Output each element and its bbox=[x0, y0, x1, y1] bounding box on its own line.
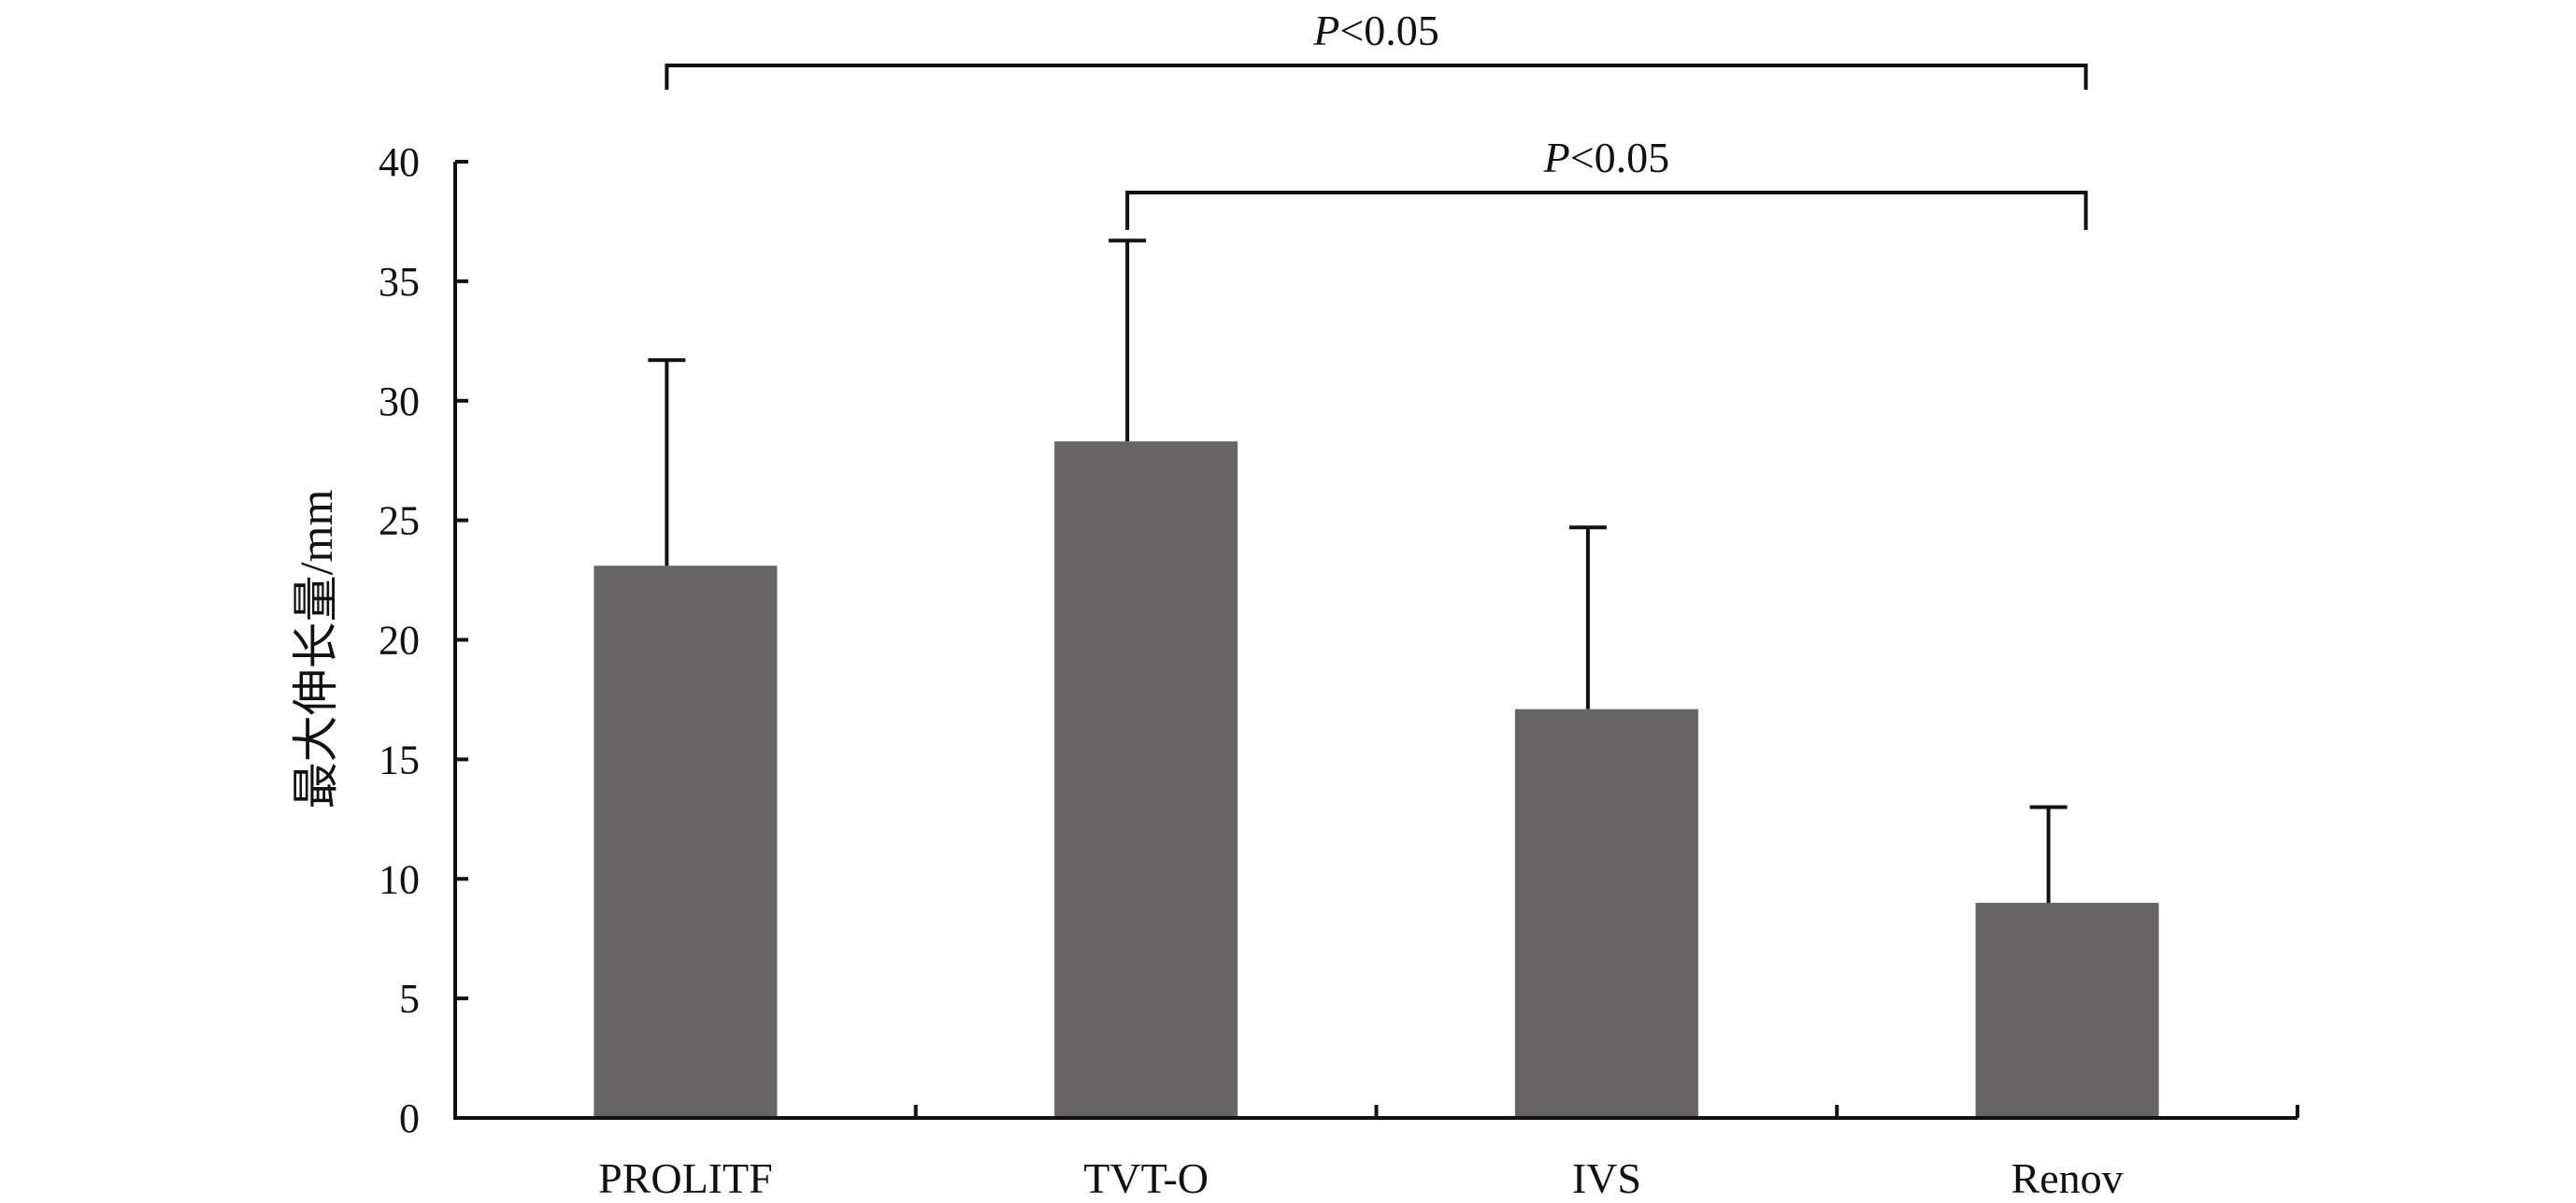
y-tick-label-20: 20 bbox=[379, 618, 420, 664]
significance-label-1: P<0.05 bbox=[1312, 7, 1439, 54]
y-tick-label-15: 15 bbox=[379, 737, 420, 782]
bar-prolitf bbox=[594, 566, 778, 1118]
significance-p-value: <0.05 bbox=[1570, 134, 1669, 181]
x-tick-label-renov: Renov bbox=[2011, 1154, 2124, 1202]
significance-bracket-1 bbox=[665, 64, 2088, 90]
y-tick-label-35: 35 bbox=[379, 259, 420, 305]
x-tick-label-ivs: IVS bbox=[1572, 1154, 1641, 1202]
x-tick-label-tvt-o: TVT-O bbox=[1083, 1154, 1209, 1202]
y-axis-label: 最大伸长量/mm bbox=[290, 490, 342, 809]
y-tick-label-5: 5 bbox=[399, 976, 420, 1022]
significance-label-2: P<0.05 bbox=[1543, 134, 1670, 181]
bar-tvt-o bbox=[1054, 441, 1238, 1118]
significance-p-symbol: P bbox=[1543, 134, 1570, 181]
y-tick-label-25: 25 bbox=[379, 498, 420, 544]
y-tick-label-0: 0 bbox=[399, 1096, 420, 1141]
significance-p-value: <0.05 bbox=[1339, 7, 1438, 54]
bar-ivs bbox=[1514, 709, 1698, 1118]
y-tick-label-30: 30 bbox=[379, 379, 420, 424]
y-tick-label-40: 40 bbox=[379, 139, 420, 185]
bar-renov bbox=[1975, 902, 2159, 1118]
y-tick-label-10: 10 bbox=[379, 856, 420, 902]
significance-bracket-2 bbox=[1125, 191, 2088, 230]
x-tick-label-prolitf: PROLITF bbox=[598, 1154, 773, 1202]
significance-p-symbol: P bbox=[1312, 7, 1339, 54]
